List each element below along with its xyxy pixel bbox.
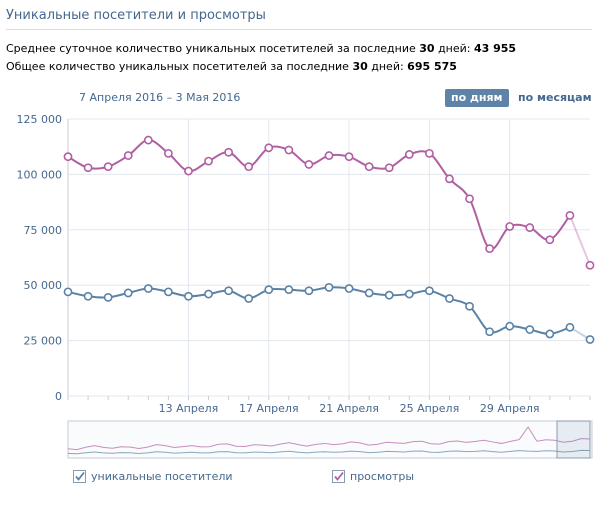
y-tick-label: 100 000 bbox=[17, 168, 63, 181]
total-visitors-value: 695 575 bbox=[407, 60, 457, 73]
data-point bbox=[103, 292, 113, 302]
data-point bbox=[284, 145, 294, 155]
y-tick-label: 50 000 bbox=[24, 279, 63, 292]
views-checkbox[interactable] bbox=[332, 470, 345, 483]
x-tick-label: 25 Апреля bbox=[400, 402, 460, 415]
data-point bbox=[364, 288, 374, 298]
data-point bbox=[63, 287, 73, 297]
data-point bbox=[585, 335, 595, 344]
x-tick-label: 13 Апреля bbox=[159, 402, 219, 415]
daily-average-value: 43 955 bbox=[473, 42, 517, 55]
checkmark-icon bbox=[75, 471, 85, 481]
daily-average-label: Среднее суточное количество уникальных п… bbox=[6, 42, 416, 55]
data-point bbox=[224, 286, 234, 296]
data-point bbox=[184, 291, 193, 301]
series-line bbox=[67, 286, 571, 335]
data-point bbox=[83, 163, 93, 173]
data-point bbox=[545, 235, 555, 245]
data-point bbox=[103, 162, 113, 172]
data-point bbox=[143, 284, 153, 293]
data-point bbox=[525, 325, 535, 334]
data-point bbox=[545, 329, 555, 339]
data-point bbox=[445, 174, 454, 184]
legend-visitors-label: уникальные посетители bbox=[91, 470, 233, 483]
data-point bbox=[244, 162, 254, 172]
navigator-visitors-line bbox=[67, 449, 591, 455]
data-point bbox=[364, 162, 374, 172]
y-tick-label: 125 000 bbox=[17, 113, 63, 126]
daily-average-days: 30 bbox=[419, 42, 435, 55]
total-visitors-summary: Общее количество уникальных посетителей … bbox=[6, 60, 457, 73]
data-point bbox=[143, 135, 153, 145]
y-tick-label: 0 bbox=[55, 390, 62, 403]
data-point bbox=[404, 289, 414, 299]
data-point bbox=[324, 151, 334, 160]
data-point bbox=[424, 148, 434, 158]
data-point bbox=[163, 287, 173, 297]
data-point bbox=[204, 156, 213, 166]
daily-average-days-suffix: дней: bbox=[438, 42, 471, 55]
data-point bbox=[204, 289, 213, 299]
total-visitors-days: 30 bbox=[352, 60, 368, 73]
data-point bbox=[184, 166, 193, 176]
data-point bbox=[244, 294, 254, 303]
data-point bbox=[465, 301, 474, 311]
data-point bbox=[485, 244, 495, 254]
data-point bbox=[264, 143, 274, 153]
y-tick-label: 25 000 bbox=[24, 335, 63, 348]
data-point bbox=[344, 152, 354, 162]
data-point bbox=[565, 210, 575, 220]
data-point bbox=[63, 152, 73, 162]
by-day-button[interactable]: по дням bbox=[445, 89, 509, 107]
data-point bbox=[324, 283, 334, 292]
daily-average-summary: Среднее суточное количество уникальных п… bbox=[6, 42, 516, 55]
visitors-checkbox[interactable] bbox=[73, 470, 86, 483]
total-visitors-days-suffix: дней: bbox=[371, 60, 404, 73]
data-point bbox=[505, 321, 515, 331]
x-tick-label: 17 Апреля bbox=[239, 402, 299, 415]
data-point bbox=[384, 163, 394, 173]
visitors-views-chart: 125 000 100 000 75 000 50 000 25 000 0 13 Апре… bbox=[17, 113, 595, 459]
data-point bbox=[525, 223, 535, 232]
by-month-button[interactable]: по месяцам bbox=[518, 91, 592, 104]
series-line-incomplete bbox=[568, 215, 591, 266]
legend-views-label: просмотры bbox=[350, 470, 415, 483]
data-point bbox=[264, 285, 274, 295]
data-point bbox=[404, 150, 414, 159]
data-point bbox=[163, 148, 173, 158]
data-point bbox=[445, 294, 454, 303]
data-point bbox=[565, 322, 575, 332]
data-point bbox=[505, 222, 515, 231]
total-visitors-label: Общее количество уникальных посетителей … bbox=[6, 60, 349, 73]
data-point bbox=[384, 290, 394, 300]
navigator-views-line bbox=[67, 426, 591, 451]
page-title: Уникальные посетители и просмотры bbox=[6, 8, 592, 30]
checkmark-icon bbox=[334, 471, 344, 481]
series-line bbox=[67, 139, 571, 251]
data-point bbox=[344, 284, 354, 293]
data-point bbox=[485, 327, 495, 337]
data-point bbox=[284, 285, 294, 295]
data-point bbox=[304, 286, 314, 296]
data-point bbox=[465, 194, 474, 204]
navigator-selection bbox=[556, 420, 591, 459]
data-point bbox=[224, 147, 234, 157]
x-tick-label: 21 Апреля bbox=[319, 402, 379, 415]
data-point bbox=[304, 160, 314, 169]
y-tick-label: 75 000 bbox=[24, 224, 63, 237]
date-range: 7 Апреля 2016 – 3 Мая 2016 bbox=[79, 91, 241, 104]
data-point bbox=[585, 260, 595, 270]
data-point bbox=[123, 151, 133, 160]
legend-visitors[interactable]: уникальные посетители bbox=[73, 470, 233, 483]
x-tick-label: 29 Апреля bbox=[480, 402, 540, 415]
data-point bbox=[424, 286, 434, 296]
legend-views[interactable]: просмотры bbox=[332, 470, 414, 483]
data-point bbox=[83, 291, 93, 301]
data-point bbox=[123, 288, 133, 298]
